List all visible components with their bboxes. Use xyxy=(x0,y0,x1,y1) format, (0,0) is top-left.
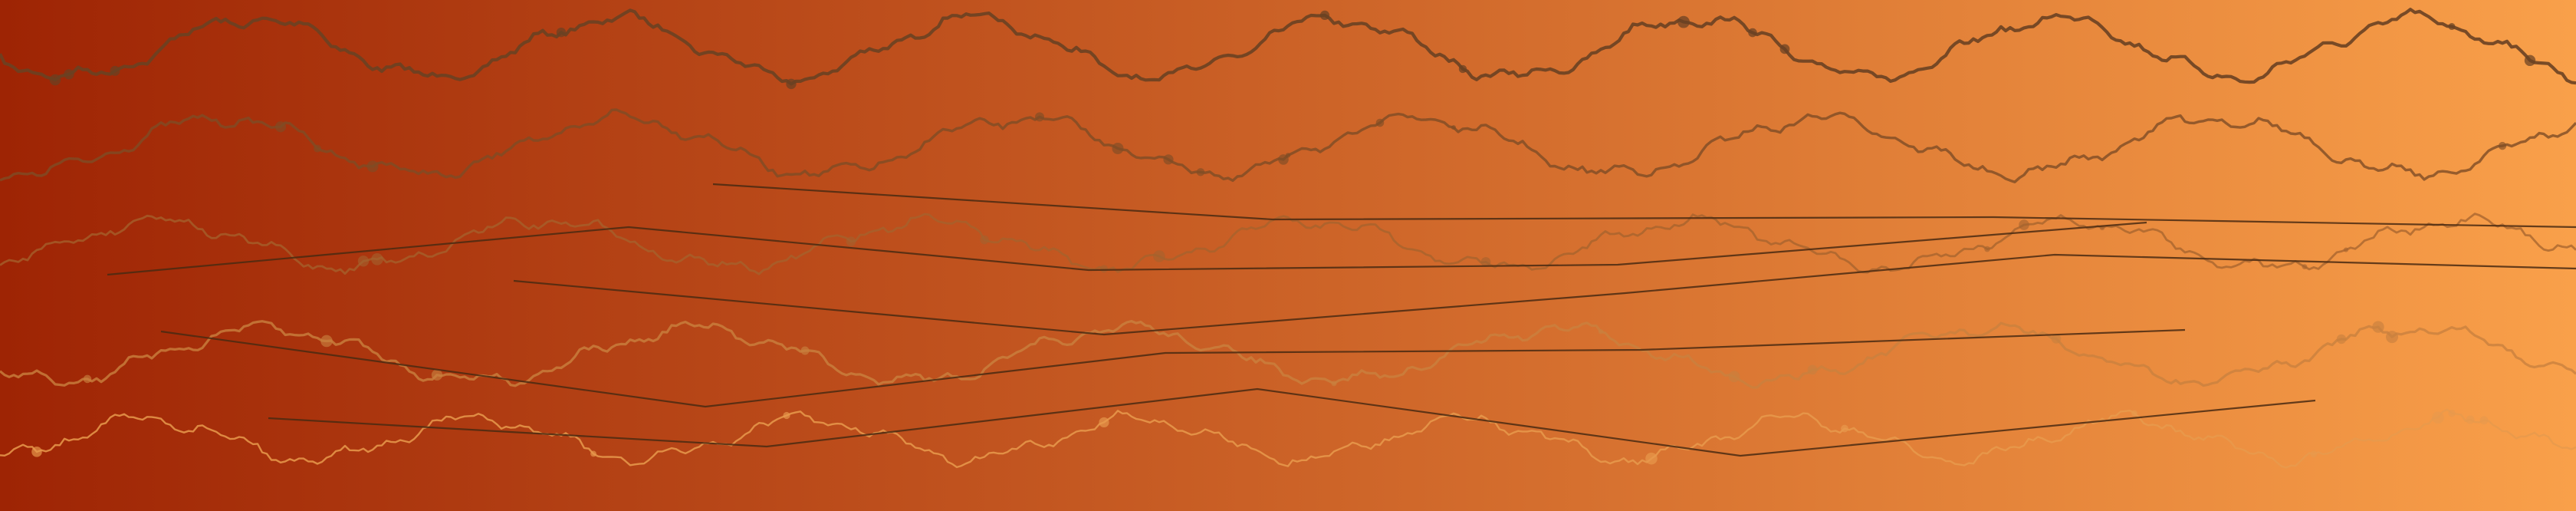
wave-dot xyxy=(2019,219,2029,230)
wave-dot xyxy=(2524,54,2536,67)
wave-dot xyxy=(2498,141,2507,150)
wave-dot xyxy=(1196,168,1205,176)
connector-line-4 xyxy=(160,328,2186,408)
wave-dot xyxy=(1112,142,1124,154)
wave-dot xyxy=(846,236,856,247)
wave-dot xyxy=(274,121,287,133)
connector-lines-layer xyxy=(107,183,2576,457)
wave-dot xyxy=(556,27,567,38)
wave-dot xyxy=(1748,28,1757,38)
wave-dot xyxy=(1728,371,1740,383)
wave-dot xyxy=(1458,64,1467,74)
wave-dot xyxy=(1100,265,1108,273)
wave-dot xyxy=(1841,424,1848,433)
wave-dot xyxy=(1984,246,1990,252)
wave-dot xyxy=(64,69,74,80)
wave-dot xyxy=(2310,450,2318,458)
wave-dot xyxy=(590,450,596,457)
wave-dot xyxy=(1779,44,1790,54)
wave-dot xyxy=(2343,247,2349,252)
wave-dot xyxy=(1598,328,1604,335)
wave-dot xyxy=(1163,154,1174,165)
wave-dot xyxy=(314,144,321,153)
wave-line-5 xyxy=(0,408,2576,469)
wave-dot xyxy=(320,335,333,348)
wave-dot xyxy=(49,74,61,86)
wave-dot xyxy=(800,346,810,355)
wave-dot xyxy=(2466,415,2475,424)
wave-dot xyxy=(83,374,92,384)
wave-line-4 xyxy=(0,320,2576,389)
wave-dot xyxy=(1645,452,1658,465)
wave-dot xyxy=(366,160,379,173)
connector-line-5 xyxy=(268,387,2316,457)
wave-dot xyxy=(1480,257,1491,267)
wave-dot xyxy=(2051,334,2062,344)
wave-dot xyxy=(2336,334,2347,345)
wave-dot xyxy=(1807,364,1818,375)
wave-line-3 xyxy=(0,213,2576,275)
connector-line-3 xyxy=(513,253,2576,336)
wave-dot xyxy=(1331,381,1337,387)
wave-dot xyxy=(1153,250,1165,262)
wave-dot xyxy=(1278,154,1289,165)
wave-dot xyxy=(1319,10,1330,20)
wave-dot xyxy=(431,369,443,381)
wave-dot xyxy=(110,65,120,76)
wave-dot xyxy=(783,411,790,420)
wave-dot xyxy=(1099,417,1109,428)
wave-dot xyxy=(1035,112,1044,122)
wave-dot xyxy=(2432,411,2444,424)
wave-dot xyxy=(786,78,797,90)
connector-line-1 xyxy=(712,183,2576,229)
wave-dot xyxy=(980,235,989,245)
wave-dot xyxy=(2448,23,2456,31)
wave-layer xyxy=(0,8,2576,469)
wave-dot xyxy=(357,256,370,267)
wave-dot xyxy=(2302,264,2308,270)
wave-dot xyxy=(2448,409,2456,417)
wave-dot xyxy=(2131,410,2137,417)
wave-dot xyxy=(2386,331,2398,344)
wave-dot xyxy=(1451,125,1456,130)
wave-dot xyxy=(1677,15,1690,28)
wave-dot xyxy=(2479,416,2489,425)
wave-dot xyxy=(2372,321,2384,333)
wave-dot xyxy=(1285,153,1291,158)
connector-line-2 xyxy=(107,221,2147,276)
wave-dot xyxy=(371,253,383,265)
wave-dot xyxy=(31,447,42,457)
wave-line-1 xyxy=(0,8,2576,86)
wave-dot xyxy=(1375,118,1385,127)
